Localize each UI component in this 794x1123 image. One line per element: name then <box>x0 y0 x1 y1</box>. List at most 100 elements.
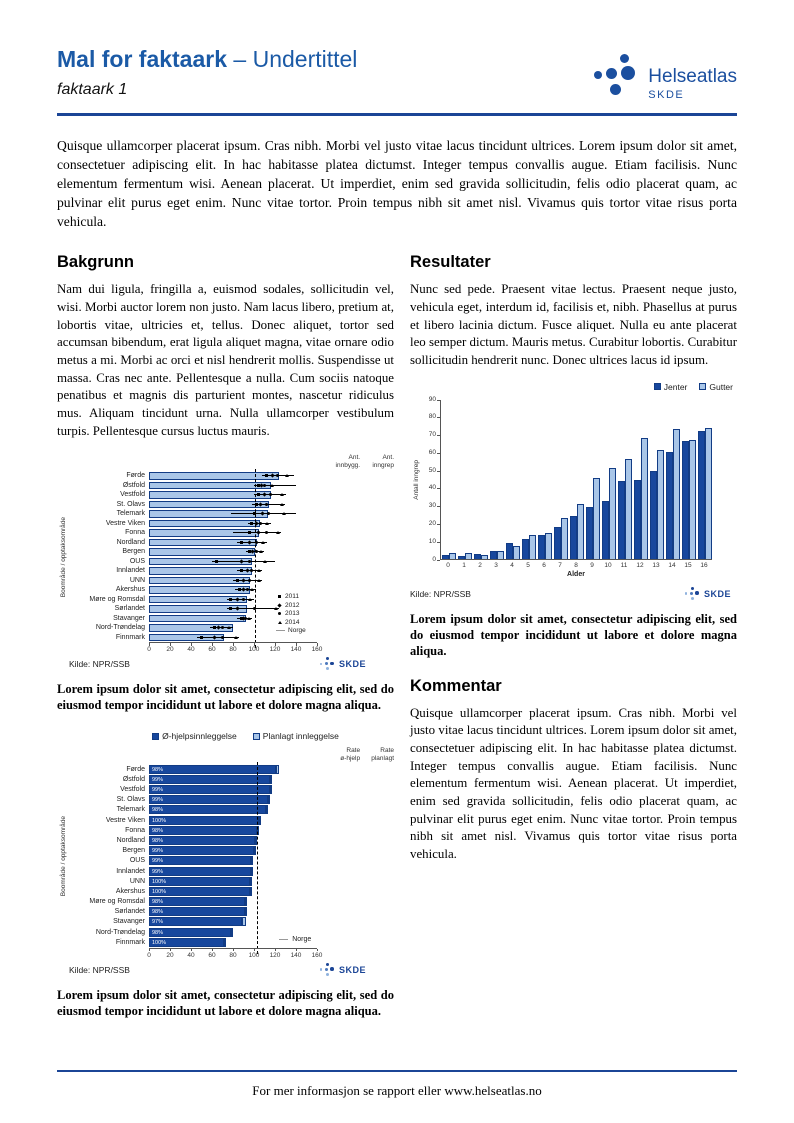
skde-label: SKDE <box>338 659 366 670</box>
bar-track: 98% <box>149 764 317 774</box>
chart-row: St. Olavs 99% <box>69 795 317 805</box>
bar-gutter <box>561 517 568 559</box>
footer-text: For mer informasjon se rapport eller www… <box>252 1083 542 1098</box>
x-tick-label: 9 <box>590 561 594 569</box>
row-label: Vestfold <box>120 786 145 794</box>
page-subtitle: – Undertittel <box>233 46 358 72</box>
range-line <box>251 503 286 505</box>
x-tick-label: 80 <box>229 951 237 959</box>
chart-row: Møre og Romsdal <box>69 595 317 605</box>
bar-ohjelp: 98% <box>149 764 277 774</box>
chart-row: Akershus 100% <box>69 886 317 896</box>
footer-rule <box>57 1070 737 1072</box>
year-marker-circle <box>275 474 279 478</box>
legend-label: Jenter <box>663 381 688 392</box>
year-marker-square <box>254 502 258 506</box>
bar-rate <box>149 491 271 499</box>
bar-ohjelp: 100% <box>149 937 224 947</box>
bar-rate <box>149 472 280 480</box>
year-marker-square <box>239 569 243 573</box>
plot-main: Boområde / opptaksområde Førde 98% Østfold 9… <box>57 762 394 954</box>
chart-row: Vestfold 99% <box>69 784 317 795</box>
year-marker-circle <box>254 540 258 544</box>
x-tick-label: 20 <box>166 646 174 654</box>
bar-track: 99% <box>149 866 317 876</box>
bar-ohjelp: 99% <box>149 856 251 866</box>
bar-planlagt <box>249 876 252 886</box>
range-line <box>235 589 257 591</box>
year-marker-triangle <box>263 559 267 563</box>
norge-reference-line <box>255 469 257 649</box>
bar-track: 100% <box>149 886 317 896</box>
row-label: Fonna <box>125 826 145 834</box>
bar-group <box>554 517 568 559</box>
bar-gutter <box>545 532 552 559</box>
bar-jenter <box>554 526 561 559</box>
chart-row: Sørlandet <box>69 604 317 614</box>
kommentar-heading: Kommentar <box>410 676 502 695</box>
bar-ohjelp: 99% <box>149 774 270 784</box>
legend-item: Planlagt innleggelse <box>252 731 339 741</box>
year-marker-triangle <box>270 483 275 487</box>
chart-row: Bergen <box>69 547 317 557</box>
bar-track <box>149 576 317 586</box>
row-label: Stavanger <box>113 918 145 926</box>
bar-group <box>618 458 632 559</box>
chart-row: Vestre Viken 100% <box>69 815 317 825</box>
x-tick-label: 8 <box>574 561 578 569</box>
bar-ohjelp: 98% <box>149 897 245 907</box>
resultater-heading: Resultater <box>410 253 491 272</box>
legend-item: Ø-hjelpsinnleggelse <box>152 731 237 741</box>
bar-track: 99% <box>149 795 317 805</box>
bar-track: 98% <box>149 825 317 835</box>
bar-planlagt <box>250 856 253 866</box>
x-tick-label: 5 <box>526 561 530 569</box>
bar-jenter <box>650 471 657 559</box>
y-axis-label: Antall inngrep <box>412 459 420 500</box>
x-tick-mark <box>149 643 150 646</box>
year-marker-triangle <box>281 512 286 516</box>
x-axis: 0 20 40 60 80 100 120 140 160 <box>147 947 322 961</box>
x-tick-mark <box>170 643 171 646</box>
header-spacer <box>57 747 316 762</box>
x-tick-label: 0 <box>147 951 151 959</box>
year-marker-square <box>212 626 216 630</box>
x-tick-label: 2 <box>478 561 482 569</box>
bar-group <box>506 542 520 559</box>
chart-footer: Kilde: NPR/SSB SKDE <box>410 586 737 601</box>
logo-text: Helseatlas SKDE <box>648 54 737 101</box>
bar-jenter <box>698 430 705 559</box>
bar-jenter <box>458 555 465 559</box>
bar-planlagt <box>276 764 280 774</box>
chart-row: Finnmark <box>69 633 317 643</box>
row-label: Telemark <box>116 806 145 814</box>
y-axis-label-strip: Antall inngrep <box>410 400 422 560</box>
x-tick-label: 40 <box>187 646 195 654</box>
x-tick-label: 160 <box>311 951 323 959</box>
row-label: Møre og Romsdal <box>89 898 145 906</box>
header-spacer <box>57 454 316 469</box>
year-marker-circle <box>246 588 250 592</box>
bar-group <box>682 440 696 559</box>
year-marker-circle <box>242 597 245 601</box>
row-label: Nord-Trøndelag <box>95 624 145 632</box>
helseatlas-logo: Helseatlas SKDE <box>594 54 737 101</box>
x-tick-mark <box>275 643 276 646</box>
intro-paragraph: Quisque ullamcorper placerat ipsum. Cras… <box>57 138 737 230</box>
x-tick-mark <box>212 643 213 646</box>
bar-gutter <box>705 427 712 559</box>
bar-track <box>149 614 317 624</box>
bar-ohjelp: 98% <box>149 825 258 835</box>
column-header: Rate ø-hjelp <box>340 747 361 762</box>
range-line <box>254 484 296 486</box>
column-header: Ant. innbygg. <box>335 454 361 469</box>
row-label: Nordland <box>116 836 145 844</box>
page-title-main: Mal for faktaark <box>57 46 228 72</box>
legend-item: 2013 <box>276 609 306 618</box>
bar-track: 97% <box>149 917 317 927</box>
bar-gutter <box>529 535 536 559</box>
bar-jenter <box>538 534 545 559</box>
chart-row: Møre og Romsdal 98% <box>69 897 317 907</box>
year-marker-square <box>256 483 260 487</box>
row-label: St. Olavs <box>116 796 145 804</box>
